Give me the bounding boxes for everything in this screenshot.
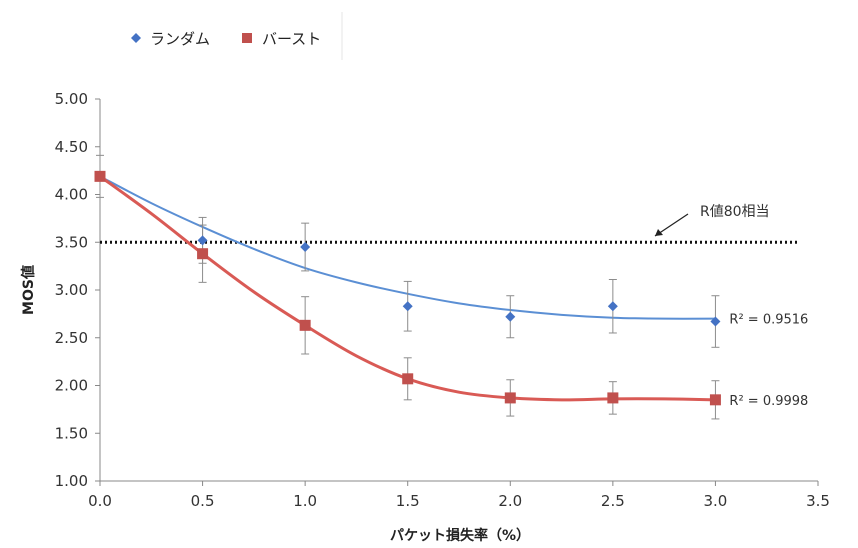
y-tick-label: 1.00 bbox=[55, 472, 88, 490]
legend-item-random[interactable]: ランダム bbox=[131, 30, 210, 48]
square-marker-icon bbox=[242, 33, 252, 43]
y-axis-title: MOS値 bbox=[20, 265, 37, 315]
y-tick-label: 4.00 bbox=[55, 186, 88, 204]
legend-item-burst[interactable]: バースト bbox=[242, 30, 321, 48]
legend-label-burst: バースト bbox=[262, 30, 321, 48]
axes bbox=[95, 98, 819, 486]
x-tick-label: 1.0 bbox=[293, 492, 317, 510]
legend: ランダム バースト bbox=[131, 12, 343, 60]
y-tick-label: 3.00 bbox=[55, 281, 88, 299]
y-tick-label: 2.00 bbox=[55, 377, 88, 395]
r-squared-label-random: R² = 0.9516 bbox=[729, 313, 808, 328]
x-tick-label: 2.0 bbox=[498, 492, 522, 510]
point-random bbox=[300, 242, 311, 253]
point-burst bbox=[94, 170, 106, 182]
x-axis-title: パケット損失率（%） bbox=[390, 527, 530, 544]
point-random bbox=[197, 235, 208, 246]
point-random bbox=[402, 301, 413, 312]
error-bars bbox=[96, 154, 720, 420]
tick-labels: 1.00 1.50 2.00 2.50 3.00 3.50 4.00 4.50 5.00 0.0 0… bbox=[55, 90, 830, 510]
x-tick-label: 0.5 bbox=[191, 492, 215, 510]
point-burst bbox=[402, 373, 414, 385]
diamond-marker-icon bbox=[131, 33, 141, 43]
reference-line-group: R値80相当 bbox=[100, 204, 798, 244]
y-tick-label: 5.00 bbox=[55, 90, 88, 108]
y-tick-label: 3.50 bbox=[55, 233, 88, 251]
point-random bbox=[710, 316, 721, 327]
reference-line-label: R値80相当 bbox=[700, 204, 770, 220]
legend-label-random: ランダム bbox=[150, 30, 210, 48]
point-burst bbox=[504, 392, 516, 404]
point-burst bbox=[299, 319, 311, 331]
x-tick-label: 2.5 bbox=[601, 492, 625, 510]
x-tick-label: 3.5 bbox=[806, 492, 830, 510]
data-points bbox=[94, 170, 721, 406]
point-random bbox=[505, 311, 516, 322]
y-tick-label: 2.50 bbox=[55, 329, 88, 347]
x-tick-label: 1.5 bbox=[396, 492, 420, 510]
point-burst bbox=[709, 394, 721, 406]
r-squared-labels: R² = 0.9516 R² = 0.9998 bbox=[729, 313, 808, 409]
arrow-head-icon bbox=[655, 229, 663, 236]
point-burst bbox=[197, 248, 209, 260]
point-random bbox=[607, 301, 618, 312]
x-tick-label: 0.0 bbox=[88, 492, 112, 510]
y-tick-label: 4.50 bbox=[55, 138, 88, 156]
y-tick-label: 1.50 bbox=[55, 424, 88, 442]
r-squared-label-burst: R² = 0.9998 bbox=[729, 394, 808, 409]
point-burst bbox=[607, 392, 619, 404]
x-tick-label: 3.0 bbox=[703, 492, 727, 510]
